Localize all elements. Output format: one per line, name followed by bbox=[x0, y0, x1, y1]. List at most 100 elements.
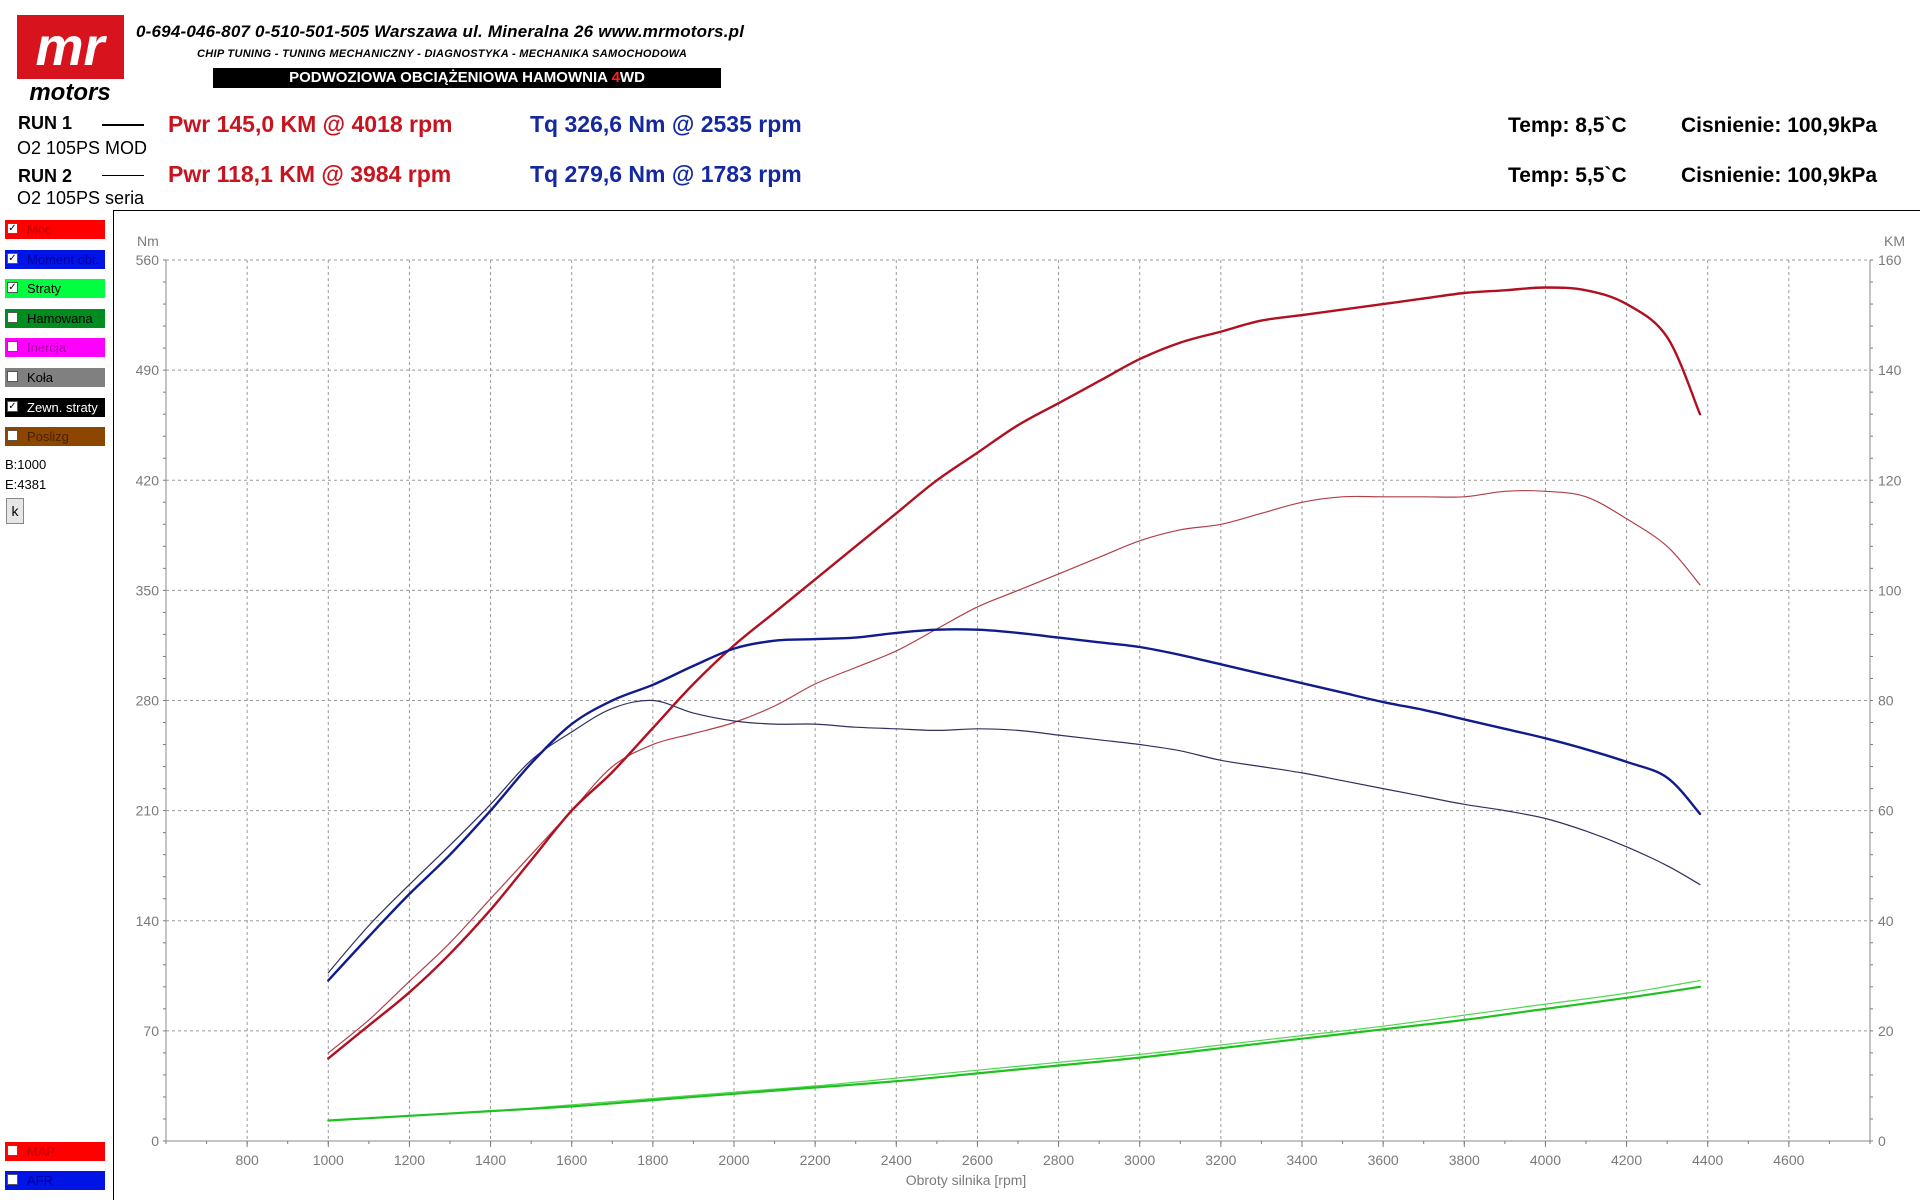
legend-item-4[interactable]: Inercja bbox=[5, 338, 105, 358]
x-tick-label: 2600 bbox=[962, 1152, 993, 1168]
tick-layer: 800 1000 1200 1400 1600 1800 2000 2200 2400 2600 2… bbox=[136, 252, 1902, 1168]
k-button[interactable]: k bbox=[6, 498, 24, 524]
series-layer bbox=[327, 286, 1702, 1122]
y-left-tick-label: 70 bbox=[143, 1023, 159, 1039]
series-pwr-run-1 bbox=[327, 286, 1702, 1060]
legend-item-2[interactable]: ✓ Straty bbox=[5, 279, 105, 299]
series-tq-run-2 bbox=[327, 699, 1701, 974]
legend-label: MAP bbox=[27, 1144, 56, 1159]
legend-checkbox[interactable] bbox=[7, 430, 18, 442]
dyno-banner: PODWOZIOWA OBCIĄŻENIOWA HAMOWNIA 4WD bbox=[213, 68, 721, 88]
legend-item-5[interactable]: Koła bbox=[5, 368, 105, 387]
legend-checkbox[interactable] bbox=[7, 341, 18, 353]
legend-checkbox[interactable] bbox=[7, 1174, 18, 1185]
run2-torque: Tq 279,6 Nm @ 1783 rpm bbox=[530, 161, 802, 187]
y-left-tick-label: 210 bbox=[136, 803, 160, 819]
legend-item-3[interactable]: Hamowana bbox=[5, 308, 105, 328]
legend-checkbox[interactable]: ✓ bbox=[7, 223, 18, 234]
y-left-label: Nm bbox=[137, 233, 159, 249]
x-tick-label: 3800 bbox=[1449, 1152, 1480, 1168]
logo-bottom-text: motors bbox=[29, 79, 110, 103]
y-right-tick-label: 80 bbox=[1878, 693, 1894, 709]
series-pwr-run-2 bbox=[327, 489, 1701, 1054]
y-right-tick-label: 100 bbox=[1878, 582, 1902, 598]
legend-label: Hamowana bbox=[27, 310, 93, 326]
x-tick-label: 3000 bbox=[1124, 1152, 1155, 1168]
series-straty-run-1 bbox=[327, 985, 1702, 1122]
y-left-tick-label: 560 bbox=[136, 252, 160, 268]
grid-layer bbox=[166, 259, 1870, 1142]
logo-top-text: mr bbox=[35, 17, 107, 77]
contact-line: 0-694-046-807 0-510-501-505 Warszawa ul.… bbox=[136, 22, 745, 41]
series-tq-run-1 bbox=[327, 628, 1702, 982]
run1-torque: Tq 326,6 Nm @ 2535 rpm bbox=[530, 111, 802, 137]
legend-bottom-item-1[interactable]: AFR bbox=[5, 1171, 105, 1190]
series-straty-run-2 bbox=[327, 979, 1701, 1122]
run2-line-sample bbox=[102, 175, 144, 176]
y-right-label: KM bbox=[1884, 233, 1905, 249]
y-right-tick-label: 120 bbox=[1878, 472, 1902, 488]
services-line: CHIP TUNING - TUNING MECHANICZNY - DIAGN… bbox=[197, 48, 688, 60]
legend-label: Koła bbox=[27, 370, 54, 385]
x-tick-label: 4000 bbox=[1530, 1152, 1561, 1168]
legend-checkbox[interactable]: ✓ bbox=[7, 400, 18, 412]
run1-desc: O2 105PS MOD bbox=[17, 138, 148, 158]
legend-item-1[interactable]: ✓ Moment obr. bbox=[5, 249, 105, 269]
run2-name: RUN 2 bbox=[18, 166, 73, 186]
x-tick-label: 1000 bbox=[313, 1152, 344, 1168]
x-tick-label: 1800 bbox=[637, 1152, 668, 1168]
legend-label: Straty bbox=[27, 281, 61, 297]
y-right-tick-label: 20 bbox=[1878, 1023, 1894, 1039]
legend-item-0[interactable]: ✓ Moc bbox=[5, 220, 105, 239]
legend-checkbox[interactable] bbox=[7, 1145, 18, 1156]
run1-temp: Temp: 8,5`C bbox=[1508, 114, 1627, 137]
run2-desc: O2 105PS seria bbox=[17, 188, 145, 208]
legend-item-7[interactable]: Poslizg bbox=[5, 427, 105, 447]
begin-rpm: B:1000 bbox=[5, 457, 47, 472]
y-left-tick-label: 280 bbox=[136, 693, 160, 709]
legend-label: Moment obr. bbox=[27, 251, 100, 267]
legend-checkbox[interactable] bbox=[7, 311, 18, 323]
x-tick-label: 800 bbox=[235, 1152, 259, 1168]
x-tick-label: 3200 bbox=[1205, 1152, 1236, 1168]
legend-checkbox[interactable] bbox=[7, 371, 18, 382]
legend-checkbox[interactable]: ✓ bbox=[7, 282, 18, 294]
x-tick-label: 4400 bbox=[1692, 1152, 1723, 1168]
run1-line-sample bbox=[102, 124, 144, 126]
legend-label: Inercja bbox=[27, 340, 67, 356]
run2-temp: Temp: 5,5`C bbox=[1508, 164, 1627, 187]
chart-frame bbox=[113, 210, 1920, 1200]
x-tick-label: 2000 bbox=[718, 1152, 749, 1168]
x-axis-label: Obroty silnika [rpm] bbox=[906, 1172, 1027, 1188]
x-tick-label: 2400 bbox=[881, 1152, 912, 1168]
mr-motors-logo: mr motors bbox=[17, 15, 124, 103]
run1-power: Pwr 145,0 KM @ 4018 rpm bbox=[168, 111, 453, 137]
banner-text-end: WD bbox=[619, 69, 645, 86]
y-right-tick-label: 0 bbox=[1878, 1133, 1886, 1149]
x-tick-label: 4600 bbox=[1773, 1152, 1804, 1168]
x-tick-label: 1400 bbox=[475, 1152, 506, 1168]
legend-label: Zewn. straty bbox=[27, 399, 98, 415]
legend-label: Moc bbox=[27, 222, 52, 237]
y-left-tick-label: 0 bbox=[151, 1133, 159, 1149]
legend-bottom-item-0[interactable]: MAP bbox=[5, 1142, 105, 1161]
legend-label: AFR bbox=[27, 1173, 53, 1188]
y-right-tick-label: 60 bbox=[1878, 803, 1894, 819]
legend-checkbox[interactable]: ✓ bbox=[7, 252, 18, 264]
run2-power: Pwr 118,1 KM @ 3984 rpm bbox=[168, 161, 452, 187]
run1-name: RUN 1 bbox=[18, 113, 73, 133]
x-tick-label: 1600 bbox=[556, 1152, 587, 1168]
x-tick-label: 3600 bbox=[1368, 1152, 1399, 1168]
run2-pressure: Cisnienie: 100,9kPa bbox=[1681, 164, 1878, 187]
y-right-tick-label: 160 bbox=[1878, 252, 1902, 268]
x-tick-label: 2200 bbox=[800, 1152, 831, 1168]
y-right-tick-label: 140 bbox=[1878, 362, 1902, 378]
end-rpm: E:4381 bbox=[5, 477, 47, 492]
banner-text-main: PODWOZIOWA OBCIĄŻENIOWA HAMOWNIA bbox=[289, 69, 612, 86]
y-left-tick-label: 350 bbox=[136, 582, 160, 598]
x-tick-label: 3400 bbox=[1286, 1152, 1317, 1168]
y-left-tick-label: 490 bbox=[136, 362, 160, 378]
banner-text-red: 4 bbox=[611, 69, 620, 86]
run1-pressure: Cisnienie: 100,9kPa bbox=[1681, 114, 1878, 137]
legend-item-6[interactable]: ✓ Zewn. straty bbox=[5, 397, 105, 417]
